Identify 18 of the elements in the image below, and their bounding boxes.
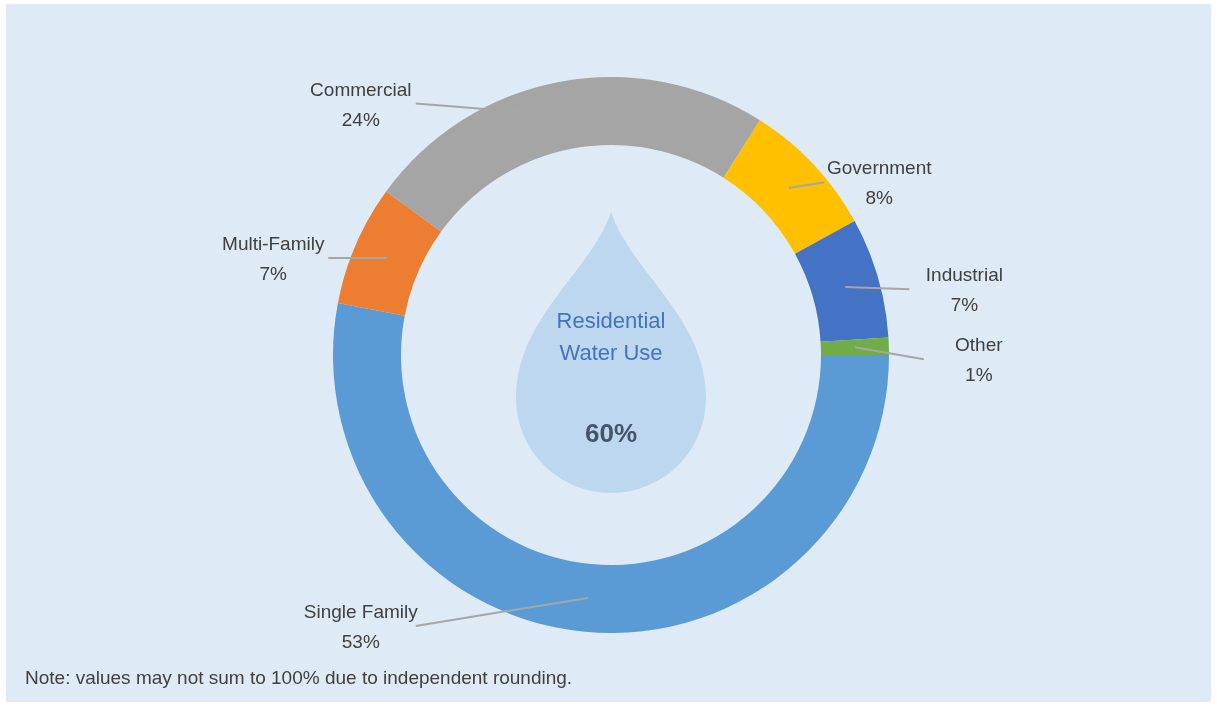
donut-slice [820,337,889,355]
text: Note: values may not sum to 100% due to independent rounding. [25,667,573,688]
donut-slice [795,221,889,342]
data-label: 53% [341,630,380,652]
slice-label: Single Family [303,600,419,622]
slice-label: Commercial [310,78,412,100]
text: Residential Water Use [556,308,666,365]
data-label: 7% [950,294,979,316]
data-label: 7% [259,263,288,285]
data-label: 24% [341,108,380,130]
slice-label: Other [955,334,1004,356]
donut-slice [337,191,442,316]
slice-label: Industrial [925,264,1003,286]
data-label: 8% [865,187,894,209]
text: 60% [584,418,638,448]
data-label: 1% [965,364,993,386]
slice-label: Multi-Family [222,233,325,255]
slice-label: Government [826,157,933,179]
